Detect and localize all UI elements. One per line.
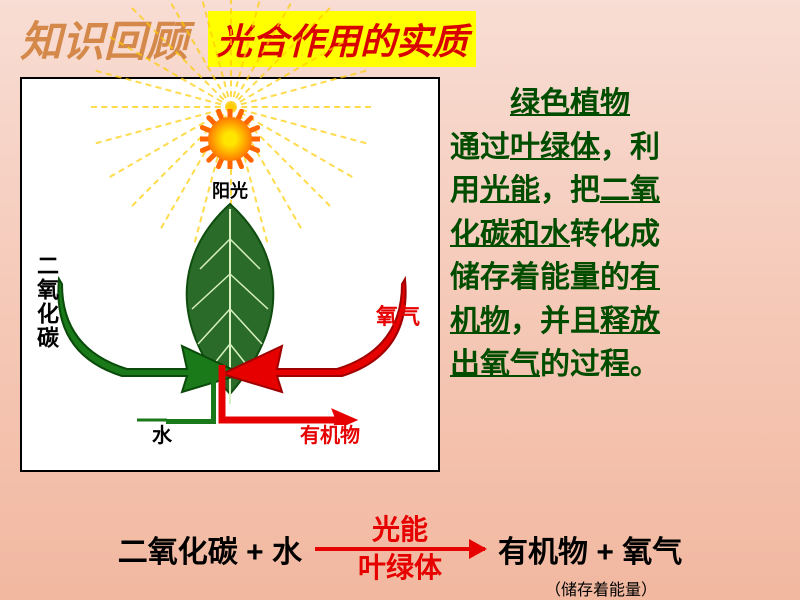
arrow-line-icon (315, 547, 485, 551)
photosynthesis-diagram: 阳光 二氧化碳 氧气 水 有机物 (20, 77, 440, 472)
equation-note: （储存着能量） (545, 576, 657, 600)
equation-right: 有机物 + 氧气 (498, 527, 682, 571)
water-label: 水 (152, 419, 172, 448)
equation-left: 二氧化碳 + 水 (118, 527, 302, 571)
organic-arrow-icon (217, 365, 362, 425)
o2-label: 氧气 (376, 299, 420, 331)
equation: 二氧化碳 + 水 光能 叶绿体 有机物 + 氧气 (0, 516, 800, 582)
co2-label: 二氧化碳 (30, 254, 62, 350)
description-text: 绿色植物 通过叶绿体，利 用光能，把二氧 化碳和水转化成 储存着能量的有 机物，… (450, 77, 780, 472)
equation-top-label: 光能 (372, 516, 428, 544)
equation-arrow: 光能 叶绿体 (315, 516, 485, 582)
equation-bottom-label: 叶绿体 (358, 554, 442, 582)
content-area: 阳光 二氧化碳 氧气 水 有机物 (0, 77, 800, 472)
header: 知识回顾 光合作用的实质 (0, 0, 800, 77)
sun-icon (200, 109, 260, 169)
organic-label: 有机物 (300, 419, 360, 448)
water-arrow-icon (137, 365, 227, 425)
